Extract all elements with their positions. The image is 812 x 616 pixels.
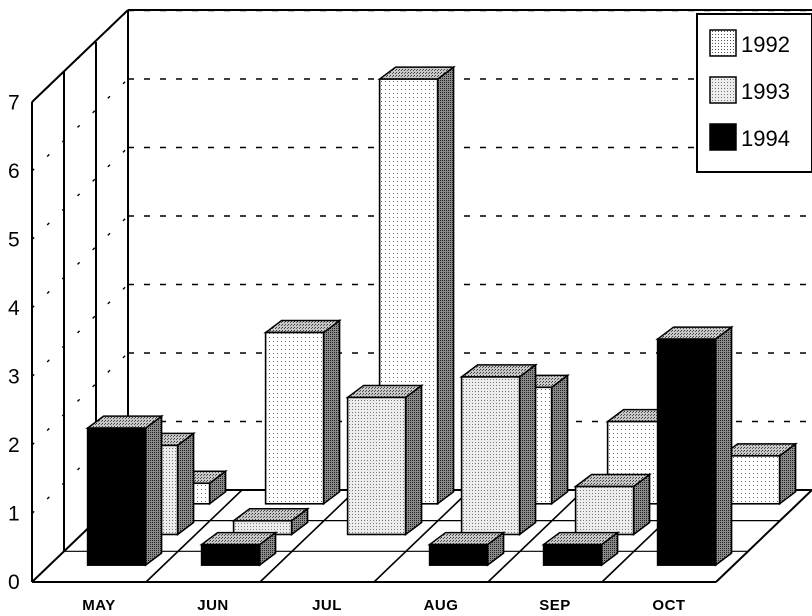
floor-divider bbox=[487, 489, 585, 583]
bar-1994-aug bbox=[427, 531, 506, 567]
x-tick-label: SEP bbox=[539, 597, 571, 614]
x-tick-label: AUG bbox=[424, 597, 459, 614]
legend-label-1994: 1994 bbox=[741, 126, 790, 151]
gridlines bbox=[31, 9, 812, 515]
y-tick-label: 6 bbox=[8, 160, 20, 183]
floor-lines bbox=[64, 489, 780, 583]
y-tick-label: 2 bbox=[8, 434, 20, 457]
gridline-side bbox=[31, 78, 129, 172]
x-tick-label: JUL bbox=[312, 597, 342, 614]
gridline-side bbox=[31, 146, 129, 241]
legend-label-1993: 1993 bbox=[741, 79, 790, 104]
y-axis-ticks: 0 1 2 3 4 5 6 7 bbox=[8, 92, 20, 595]
gridline-side bbox=[31, 420, 129, 515]
y-tick-label: 7 bbox=[8, 92, 20, 115]
bar-1994-may bbox=[85, 414, 164, 567]
x-axis-labels: MAY JUN JUL AUG SEP OCT bbox=[82, 597, 685, 614]
x-tick-label: MAY bbox=[82, 597, 115, 614]
bar-1993-jun bbox=[231, 507, 310, 536]
gridline-side bbox=[31, 352, 129, 446]
x-tick-label: OCT bbox=[652, 597, 685, 614]
legend-label-1992: 1992 bbox=[741, 32, 790, 57]
bars bbox=[85, 65, 798, 567]
legend-swatch-1994 bbox=[709, 123, 737, 151]
legend-swatch-1993 bbox=[709, 76, 737, 104]
y-tick-label: 3 bbox=[8, 366, 20, 389]
bar-1993-sep bbox=[573, 473, 652, 536]
y-tick-label: 5 bbox=[8, 229, 20, 252]
legend-swatch-1992 bbox=[709, 29, 737, 57]
legend: 1992 1993 1994 bbox=[696, 13, 812, 173]
y-tick-label: 0 bbox=[8, 571, 20, 594]
bar-1994-sep bbox=[541, 531, 620, 567]
floor-divider bbox=[259, 489, 357, 583]
bar-1993-jul bbox=[345, 383, 424, 536]
y-tick-label: 4 bbox=[8, 297, 20, 320]
floor-divider bbox=[373, 489, 471, 583]
floor-divider bbox=[145, 489, 243, 583]
x-tick-label: JUN bbox=[197, 597, 229, 614]
y-tick-label: 1 bbox=[8, 503, 20, 526]
floor-right-edge bbox=[715, 489, 812, 583]
gridline-side bbox=[31, 9, 129, 104]
bar-1992-oct bbox=[719, 442, 798, 506]
bar-1994-jun bbox=[199, 531, 278, 567]
side-wall-top-edge bbox=[31, 9, 129, 103]
bar-1994-oct bbox=[655, 325, 734, 567]
gridline-side bbox=[31, 215, 129, 309]
bar-1992-jun bbox=[263, 319, 342, 506]
bar-1993-aug bbox=[459, 363, 538, 536]
gridline-side bbox=[31, 283, 129, 378]
